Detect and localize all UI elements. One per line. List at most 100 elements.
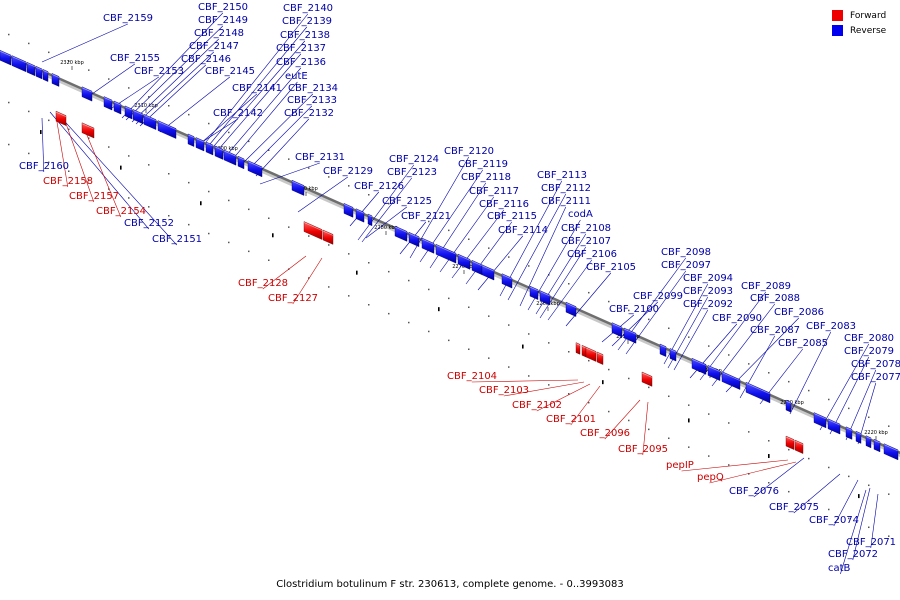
- reverse-gene-block[interactable]: [707, 365, 721, 381]
- gene-label[interactable]: CBF_2117: [469, 186, 519, 197]
- gene-label[interactable]: CBF_2115: [487, 211, 537, 222]
- gene-label[interactable]: CBF_2150: [198, 2, 248, 13]
- reverse-gene-block[interactable]: [51, 73, 60, 87]
- gene-label[interactable]: CBF_2151: [152, 234, 202, 245]
- gene-label[interactable]: CBF_2088: [750, 293, 800, 304]
- gene-label[interactable]: CBF_2136: [276, 57, 326, 68]
- reverse-gene-block[interactable]: [501, 273, 513, 289]
- reverse-gene-block[interactable]: [0, 50, 12, 66]
- gene-label[interactable]: CBF_2108: [561, 223, 611, 234]
- gene-label[interactable]: CBF_2079: [844, 346, 894, 357]
- reverse-gene-block[interactable]: [367, 213, 373, 227]
- reverse-gene-block[interactable]: [408, 231, 420, 248]
- gene-label[interactable]: CBF_2094: [683, 273, 733, 284]
- gene-label[interactable]: CBF_2075: [769, 502, 819, 513]
- gene-label[interactable]: CBF_2128: [238, 278, 288, 289]
- forward-gene-block[interactable]: [785, 435, 795, 450]
- gene-label[interactable]: CBF_2118: [461, 172, 511, 183]
- gene-label[interactable]: pepIP: [666, 460, 694, 471]
- gene-label[interactable]: CBF_2086: [774, 307, 824, 318]
- gene-label[interactable]: CBF_2159: [103, 13, 153, 24]
- gene-label[interactable]: CBF_2104: [447, 371, 497, 382]
- gene-label[interactable]: CBF_2145: [205, 66, 255, 77]
- gene-label[interactable]: CBF_2099: [633, 291, 683, 302]
- reverse-gene-block[interactable]: [132, 109, 144, 125]
- reverse-gene-block[interactable]: [471, 259, 483, 276]
- gene-label[interactable]: CBF_2103: [479, 385, 529, 396]
- gene-label[interactable]: CBF_2129: [323, 166, 373, 177]
- gene-label[interactable]: CBF_2155: [110, 53, 160, 64]
- reverse-gene-block[interactable]: [435, 243, 457, 264]
- gene-label[interactable]: CBF_2077: [851, 372, 900, 383]
- gene-label[interactable]: CBF_2146: [181, 54, 231, 65]
- gene-label[interactable]: CBF_2121: [401, 211, 451, 222]
- gene-label[interactable]: CBF_2160: [19, 161, 69, 172]
- forward-gene-block[interactable]: [55, 110, 67, 126]
- gene-label[interactable]: CBF_2124: [389, 154, 439, 165]
- reverse-gene-block[interactable]: [721, 371, 741, 390]
- gene-label[interactable]: CBF_2101: [546, 414, 596, 425]
- gene-label[interactable]: CBF_2111: [541, 196, 591, 207]
- reverse-gene-block[interactable]: [827, 418, 841, 435]
- forward-gene-block[interactable]: [575, 342, 581, 355]
- reverse-gene-block[interactable]: [157, 120, 177, 139]
- gene-label[interactable]: CBF_2133: [287, 95, 337, 106]
- gene-label[interactable]: CBF_2090: [712, 313, 762, 324]
- gene-label[interactable]: CBF_2071: [846, 537, 896, 548]
- reverse-gene-block[interactable]: [659, 343, 667, 357]
- reverse-gene-block[interactable]: [35, 65, 43, 80]
- reverse-gene-block[interactable]: [81, 86, 93, 102]
- gene-label[interactable]: CBF_2153: [134, 66, 184, 77]
- gene-label[interactable]: CBF_2152: [124, 218, 174, 229]
- gene-label[interactable]: CBF_2114: [498, 225, 548, 236]
- reverse-gene-block[interactable]: [11, 55, 27, 73]
- reverse-gene-block[interactable]: [623, 327, 637, 344]
- gene-label[interactable]: CBF_2085: [778, 338, 828, 349]
- gene-label[interactable]: CBF_2089: [741, 281, 791, 292]
- reverse-gene-block[interactable]: [113, 100, 122, 115]
- forward-gene-block[interactable]: [641, 371, 653, 387]
- reverse-gene-block[interactable]: [481, 264, 495, 281]
- reverse-gene-block[interactable]: [845, 426, 853, 440]
- gene-label[interactable]: CBF_2097: [661, 260, 711, 271]
- forward-gene-block[interactable]: [585, 346, 597, 362]
- forward-gene-block[interactable]: [596, 351, 604, 365]
- gene-label[interactable]: CBF_2141: [232, 83, 282, 94]
- gene-label[interactable]: CBF_2148: [194, 28, 244, 39]
- reverse-gene-block[interactable]: [195, 137, 205, 152]
- reverse-gene-block[interactable]: [855, 430, 862, 444]
- gene-label[interactable]: CBF_2158: [43, 176, 93, 187]
- gene-label[interactable]: CBF_2083: [806, 321, 856, 332]
- gene-label[interactable]: CBF_2132: [284, 108, 334, 119]
- gene-label[interactable]: eutE: [285, 71, 308, 82]
- reverse-gene-block[interactable]: [745, 381, 771, 404]
- gene-label[interactable]: CBF_2072: [828, 549, 878, 560]
- gene-label[interactable]: pepQ: [697, 472, 724, 483]
- gene-label[interactable]: CBF_2113: [537, 170, 587, 181]
- reverse-gene-block[interactable]: [26, 61, 36, 77]
- gene-label[interactable]: CBF_2080: [844, 333, 894, 344]
- reverse-gene-block[interactable]: [785, 399, 792, 413]
- reverse-gene-block[interactable]: [691, 357, 707, 375]
- gene-label[interactable]: CBF_2137: [276, 43, 326, 54]
- gene-label[interactable]: CBF_2140: [283, 3, 333, 14]
- reverse-gene-block[interactable]: [205, 141, 214, 156]
- reverse-gene-block[interactable]: [394, 225, 408, 242]
- gene-label[interactable]: CBF_2119: [458, 159, 508, 170]
- gene-label[interactable]: CBF_2092: [683, 299, 733, 310]
- forward-gene-block[interactable]: [322, 229, 334, 245]
- gene-label[interactable]: CBF_2076: [729, 486, 779, 497]
- gene-label[interactable]: CBF_2095: [618, 444, 668, 455]
- reverse-gene-block[interactable]: [873, 438, 881, 453]
- reverse-gene-block[interactable]: [457, 253, 471, 270]
- gene-label[interactable]: CBF_2134: [288, 83, 338, 94]
- reverse-gene-block[interactable]: [883, 443, 899, 461]
- reverse-gene-block[interactable]: [124, 105, 133, 120]
- forward-gene-block[interactable]: [794, 439, 804, 454]
- gene-label[interactable]: CBF_2147: [189, 41, 239, 52]
- gene-label[interactable]: CBF_2093: [683, 286, 733, 297]
- gene-label[interactable]: CBF_2074: [809, 515, 859, 526]
- reverse-gene-block[interactable]: [611, 322, 623, 338]
- reverse-gene-block[interactable]: [214, 145, 224, 160]
- gene-label[interactable]: CBF_2142: [213, 108, 263, 119]
